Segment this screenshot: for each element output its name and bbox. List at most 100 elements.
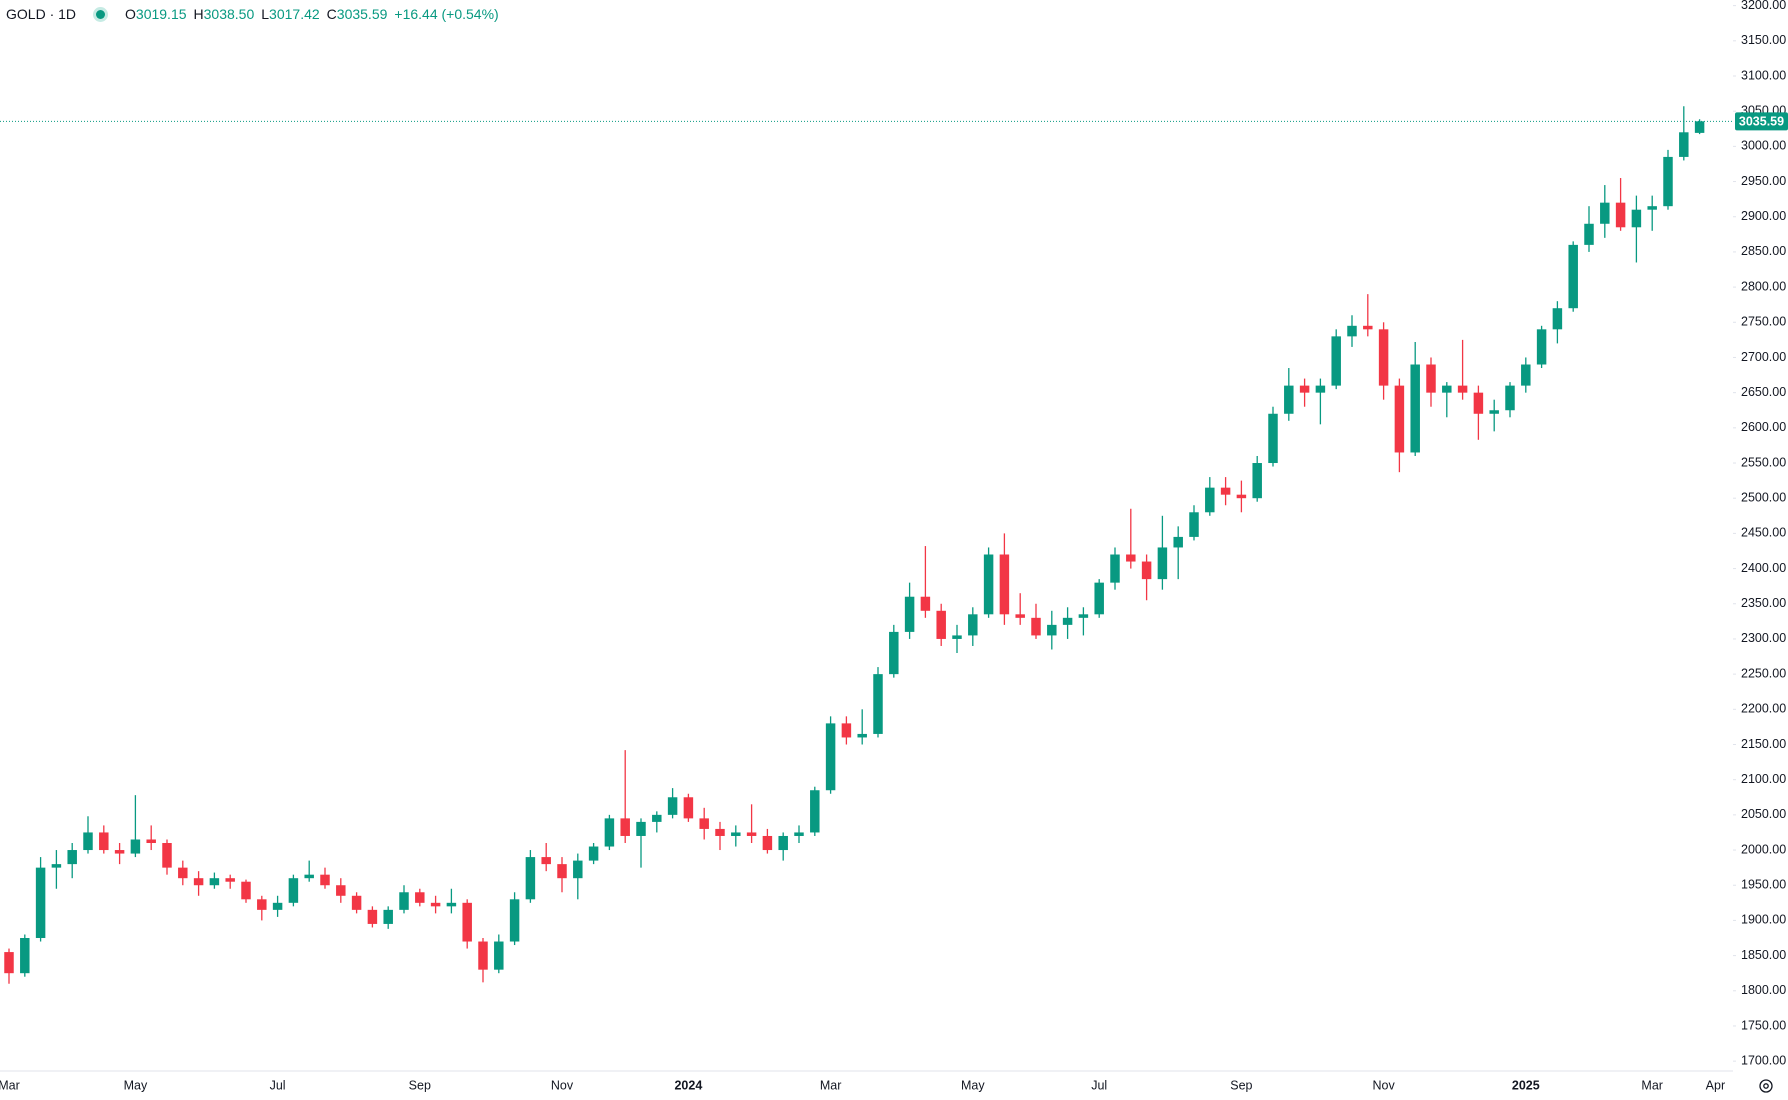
candle-body	[1552, 308, 1563, 330]
candle-body	[604, 818, 615, 847]
y-tick-label: 2750.00	[1741, 315, 1786, 329]
candle-body	[1694, 121, 1705, 133]
settings-gear-center	[1763, 1083, 1769, 1089]
y-tick-label: 2500.00	[1741, 491, 1786, 505]
y-tick-label: 2450.00	[1741, 526, 1786, 540]
candle-body	[588, 846, 599, 861]
candle-body	[430, 902, 441, 907]
candle-body	[1126, 554, 1136, 562]
candle-body	[952, 635, 962, 639]
candle-body	[1663, 156, 1673, 207]
candle-body	[636, 821, 646, 836]
y-tick-label: 3100.00	[1741, 68, 1786, 82]
x-tick-label: Sep	[409, 1078, 431, 1092]
candle-body	[873, 674, 883, 734]
x-tick-label: May	[124, 1078, 148, 1092]
y-tick-label: 2000.00	[1741, 842, 1786, 856]
x-tick-label: Mar	[1641, 1078, 1663, 1092]
y-tick-label: 2400.00	[1741, 561, 1786, 575]
candle-body	[114, 850, 125, 854]
candle-body	[67, 850, 77, 865]
candle-body	[1457, 385, 1468, 393]
candle-body	[35, 867, 46, 939]
candle-body	[225, 878, 235, 882]
y-tick-label: 2100.00	[1741, 772, 1786, 786]
candle-body	[1378, 329, 1389, 386]
candle-body	[1189, 512, 1199, 537]
candle-body	[146, 839, 156, 844]
candle-body	[525, 857, 536, 900]
candle-body	[1157, 547, 1168, 580]
y-tick-label: 2900.00	[1741, 209, 1786, 223]
candle-body	[462, 902, 472, 942]
y-tick-label: 2650.00	[1741, 385, 1786, 399]
candle-body	[351, 895, 362, 910]
candle-body	[1252, 463, 1262, 499]
candle-body	[1615, 202, 1626, 228]
candle-body	[1078, 614, 1089, 618]
y-tick-label: 3000.00	[1741, 139, 1786, 153]
candle-body	[1299, 385, 1310, 393]
candle-body	[1410, 364, 1420, 453]
candle-body	[336, 885, 346, 896]
candle-body	[1568, 244, 1578, 309]
candle-body	[762, 835, 773, 851]
candle-body	[825, 723, 836, 791]
legend-value: 3038.50	[203, 6, 255, 22]
candle-body	[1173, 536, 1183, 548]
candle-body	[794, 832, 804, 836]
candle-body	[1205, 487, 1215, 513]
y-tick-label: 3200.00	[1741, 0, 1786, 12]
candle-body	[1015, 614, 1025, 618]
candle-body	[920, 596, 931, 611]
y-tick-label: 2150.00	[1741, 737, 1786, 751]
candle-body	[999, 554, 1010, 615]
candle-body	[1110, 554, 1120, 583]
market-status	[96, 9, 106, 19]
x-tick-label: Sep	[1230, 1078, 1252, 1092]
candle-body	[810, 790, 820, 833]
candle-body	[1631, 209, 1642, 228]
candle-body	[478, 941, 488, 970]
candle-body	[494, 941, 504, 970]
candle-body	[288, 878, 299, 903]
settings-icon[interactable]	[1759, 1079, 1773, 1093]
last-price-label: 3035.59	[1739, 115, 1784, 129]
candle-body	[683, 797, 694, 819]
symbol[interactable]: GOLD · 1D	[6, 6, 77, 22]
y-tick-label: 2700.00	[1741, 350, 1786, 364]
candle-body	[715, 828, 725, 836]
y-tick-label: 2300.00	[1741, 631, 1786, 645]
last-price-tag	[1735, 112, 1788, 131]
candle-body	[620, 818, 630, 836]
candle-body	[1489, 410, 1499, 414]
y-tick-label: 1950.00	[1741, 878, 1786, 892]
candle-body	[1031, 617, 1041, 636]
candle-body	[778, 835, 788, 851]
candle-body	[1062, 617, 1073, 625]
candle-body	[1394, 385, 1405, 453]
y-tick-label: 2350.00	[1741, 596, 1786, 610]
legend-value: 3035.59	[336, 6, 388, 22]
candle-body	[936, 610, 946, 639]
candle-body	[257, 899, 267, 910]
candle-body	[399, 892, 409, 910]
settings-gear[interactable]	[1759, 1079, 1773, 1093]
legend-key: L	[261, 6, 270, 22]
candle-body	[1141, 561, 1152, 580]
candle-body	[304, 874, 314, 879]
candle-body	[1331, 336, 1341, 386]
candle-body	[162, 843, 172, 868]
candle-body	[1315, 385, 1326, 393]
candle-body	[178, 867, 188, 879]
candle-body	[841, 723, 852, 738]
candle-body	[1505, 385, 1515, 411]
x-tick-label: Jul	[1091, 1078, 1107, 1092]
candle-body	[130, 839, 141, 854]
candle-body	[415, 892, 425, 903]
candle-body	[241, 881, 251, 900]
candle-body	[731, 832, 741, 836]
candle-body	[99, 832, 109, 851]
